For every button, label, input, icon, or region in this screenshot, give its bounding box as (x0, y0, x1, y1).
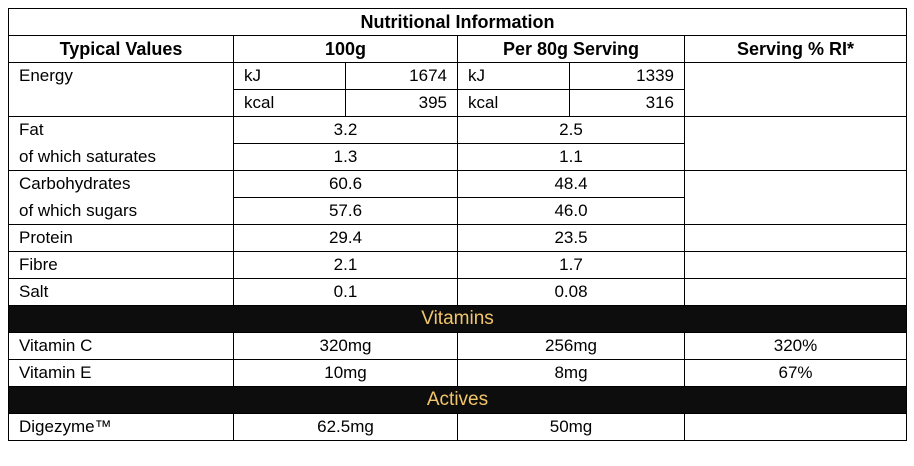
digezyme-ri (683, 413, 908, 441)
nutrition-table: Nutritional Information Typical Values 1… (7, 8, 908, 441)
vitamins-heading: Vitamins (7, 305, 908, 333)
digezyme-serving: 50mg (457, 413, 685, 441)
vitamin-e-serving: 8mg (457, 359, 685, 387)
energy-kj-unit-100g: kJ (233, 62, 346, 90)
carbs-ri (683, 170, 908, 225)
fibre-ri (683, 251, 908, 279)
table-row: Fat 3.2 2.5 (8, 116, 908, 171)
sugars-serving: 46.0 (457, 197, 685, 225)
energy-kj-100g: 1674 (345, 62, 458, 90)
table-row: Digezyme™ 62.5mg 50mg (8, 413, 908, 441)
energy-kcal-unit-serving: kcal (457, 89, 570, 117)
table-row: Protein 29.4 23.5 (8, 224, 908, 252)
protein-label: Protein (8, 224, 234, 252)
digezyme-label: Digezyme™ (8, 413, 234, 441)
vitamin-c-100g: 320mg (233, 332, 458, 360)
table-row: kcal 395 kcal 316 (9, 89, 907, 117)
table-title: Nutritional Information (7, 8, 908, 36)
salt-serving: 0.08 (457, 278, 685, 306)
table-row: of which sugars 57.6 46.0 (8, 197, 907, 225)
fibre-100g: 2.1 (233, 251, 458, 279)
vitamin-c-serving: 256mg (457, 332, 685, 360)
section-band-vitamins: Vitamins (7, 305, 908, 333)
digezyme-100g: 62.5mg (233, 413, 458, 441)
energy-kcal-serving: 316 (569, 89, 685, 117)
section-band-actives: Actives (7, 386, 908, 414)
fat-label: Fat (8, 116, 234, 144)
carbs-label: Carbohydrates (8, 170, 234, 198)
energy-ri (683, 62, 908, 117)
vitamin-e-ri: 67% (683, 359, 908, 387)
header-typical-values: Typical Values (8, 35, 234, 63)
fat-100g: 3.2 (233, 116, 458, 144)
vitamin-c-label: Vitamin C (8, 332, 234, 360)
header-ri: Serving % RI* (683, 35, 908, 63)
protein-serving: 23.5 (457, 224, 685, 252)
salt-label: Salt (8, 278, 234, 306)
vitamin-e-100g: 10mg (233, 359, 458, 387)
protein-ri (683, 224, 908, 252)
saturates-100g: 1.3 (233, 143, 458, 171)
carbs-100g: 60.6 (233, 170, 458, 198)
energy-kcal-unit-100g: kcal (233, 89, 346, 117)
fibre-serving: 1.7 (457, 251, 685, 279)
carbs-serving: 48.4 (457, 170, 685, 198)
header-per-serving: Per 80g Serving (457, 35, 685, 63)
vitamin-c-ri: 320% (683, 332, 908, 360)
energy-label: Energy (8, 62, 234, 117)
protein-100g: 29.4 (233, 224, 458, 252)
energy-kcal-100g: 395 (345, 89, 458, 117)
energy-kj-serving: 1339 (569, 62, 685, 90)
salt-ri (683, 278, 908, 306)
table-row: Energy kJ 1674 kJ 1339 (8, 62, 908, 117)
fat-ri (683, 116, 908, 171)
fat-serving: 2.5 (457, 116, 685, 144)
table-row: Vitamin C 320mg 256mg 320% (8, 332, 908, 360)
fibre-label: Fibre (8, 251, 234, 279)
saturates-label: of which saturates (8, 143, 234, 171)
table-row: Fibre 2.1 1.7 (8, 251, 908, 279)
header-per-100g: 100g (233, 35, 458, 63)
energy-kj-unit-serving: kJ (457, 62, 570, 90)
saturates-serving: 1.1 (457, 143, 685, 171)
sugars-100g: 57.6 (233, 197, 458, 225)
table-row: Carbohydrates 60.6 48.4 (8, 170, 908, 225)
sugars-label: of which sugars (8, 197, 234, 225)
table-row: Salt 0.1 0.08 (8, 278, 908, 306)
vitamin-e-label: Vitamin E (8, 359, 234, 387)
salt-100g: 0.1 (233, 278, 458, 306)
actives-heading: Actives (7, 386, 908, 414)
table-row: Vitamin E 10mg 8mg 67% (8, 359, 908, 387)
